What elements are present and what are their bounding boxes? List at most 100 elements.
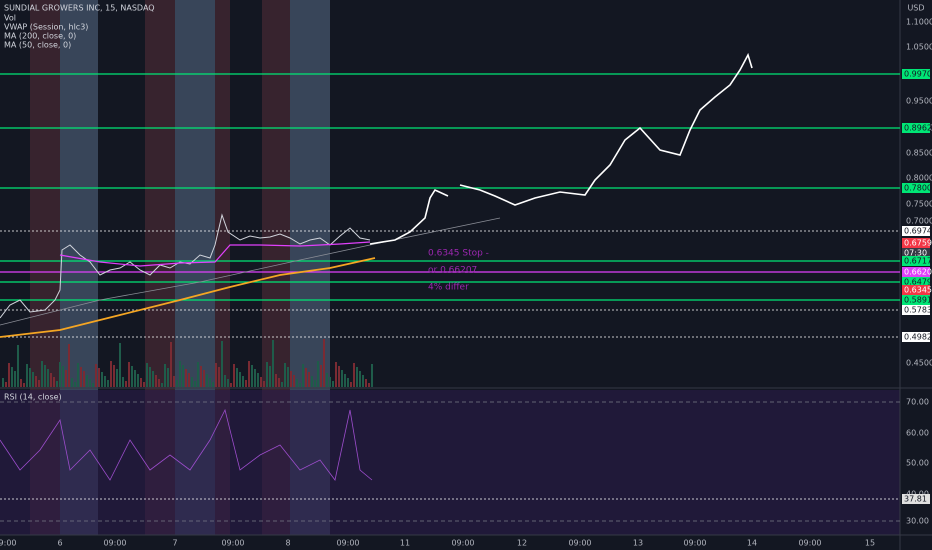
price-tick-label: 0.7000 bbox=[906, 217, 932, 226]
volume-bar bbox=[47, 369, 49, 387]
volume-bar bbox=[38, 380, 40, 387]
volume-bar bbox=[62, 366, 64, 387]
level-label-box bbox=[902, 248, 930, 258]
volume-bar bbox=[347, 378, 349, 387]
volume-bar bbox=[137, 374, 139, 387]
volume-bar bbox=[233, 364, 235, 387]
time-tick-label: 14 bbox=[747, 539, 757, 548]
time-tick-label: 09:00 bbox=[103, 539, 126, 548]
volume-bar bbox=[29, 368, 31, 387]
volume-bar bbox=[311, 376, 313, 387]
volume-bar bbox=[212, 382, 214, 387]
volume-bar bbox=[329, 377, 331, 387]
volume-bar bbox=[32, 372, 34, 387]
rsi-tick-label: 60.00 bbox=[906, 429, 929, 438]
volume-bar bbox=[227, 379, 229, 387]
volume-bar bbox=[17, 345, 19, 387]
volume-bar bbox=[53, 377, 55, 387]
time-tick-label: 09:00 bbox=[0, 539, 17, 548]
price-tick-label: 0.7500 bbox=[906, 200, 932, 209]
volume-bar bbox=[119, 343, 121, 387]
level-label-box bbox=[902, 305, 930, 315]
volume-bar bbox=[128, 362, 130, 387]
price-tick-label: 0.8000 bbox=[906, 174, 932, 183]
volume-bar bbox=[245, 380, 247, 387]
price-tick-label: 0.8500 bbox=[906, 149, 932, 158]
volume-bar bbox=[143, 382, 145, 387]
time-tick-label: 09:00 bbox=[798, 539, 821, 548]
level-label: 0.6479 bbox=[904, 278, 932, 287]
price-tick-label: 1.0500 bbox=[906, 43, 932, 52]
volume-bar bbox=[194, 381, 196, 387]
annotation: or 0.66207 bbox=[428, 266, 477, 276]
volume-bar bbox=[41, 361, 43, 387]
volume-bar bbox=[5, 382, 7, 387]
volume-bar bbox=[302, 364, 304, 387]
volume-bar bbox=[71, 378, 73, 387]
volume-bar bbox=[260, 377, 262, 387]
volume-bar bbox=[275, 374, 277, 387]
level-label-box bbox=[902, 285, 930, 295]
volume-bar bbox=[254, 369, 256, 387]
volume-bar bbox=[26, 364, 28, 387]
volume-bar bbox=[152, 371, 154, 387]
volume-bar bbox=[101, 372, 103, 387]
time-tick-label: 09:00 bbox=[568, 539, 591, 548]
volume-bar bbox=[320, 365, 322, 387]
volume-bar bbox=[200, 366, 202, 387]
volume-bar bbox=[116, 369, 118, 387]
volume-bar bbox=[95, 364, 97, 387]
volume-bar bbox=[122, 377, 124, 387]
volume-bar bbox=[86, 375, 88, 387]
time-tick-label: 15 bbox=[865, 539, 875, 548]
volume-bar bbox=[290, 371, 292, 387]
volume-bar bbox=[50, 373, 52, 387]
volume-bar bbox=[356, 367, 358, 387]
volume-bar bbox=[359, 371, 361, 387]
level-label-box bbox=[902, 295, 930, 305]
volume-bar bbox=[224, 375, 226, 387]
volume-bar bbox=[98, 368, 100, 387]
level-label: 0.8962 bbox=[904, 124, 932, 133]
price-tick-label: 1.1000 bbox=[906, 18, 932, 27]
rsi-line bbox=[0, 408, 373, 481]
time-tick-label: 09:00 bbox=[221, 539, 244, 548]
rsi-pane bbox=[0, 390, 900, 535]
volume-bar bbox=[269, 366, 271, 387]
volume-bar bbox=[104, 376, 106, 387]
volume-bar bbox=[176, 380, 178, 387]
level-label: 0.6717 bbox=[904, 257, 932, 266]
volume-bar bbox=[308, 372, 310, 387]
volume-bar bbox=[278, 378, 280, 387]
volume-bar bbox=[365, 379, 367, 387]
volume-bar bbox=[110, 361, 112, 387]
volume-bar bbox=[230, 383, 232, 387]
volume-bar bbox=[350, 382, 352, 387]
time-tick-label: 12 bbox=[517, 539, 527, 548]
volume-bar bbox=[305, 368, 307, 387]
volume-bar bbox=[362, 375, 364, 387]
volume-bar bbox=[272, 340, 274, 387]
volume-bar bbox=[185, 369, 187, 387]
volume-bar bbox=[158, 379, 160, 387]
volume-bar bbox=[20, 379, 22, 387]
volume-bar bbox=[179, 361, 181, 387]
level-label: 0.6620 bbox=[904, 268, 932, 277]
level-label-box bbox=[902, 332, 930, 342]
volume-bar bbox=[2, 378, 4, 387]
price-tick-label: 0.4500 bbox=[906, 359, 932, 368]
volume-bar bbox=[314, 380, 316, 387]
volume-bar bbox=[203, 370, 205, 387]
volume-bar bbox=[155, 375, 157, 387]
volume-bar bbox=[59, 362, 61, 387]
volume-bar bbox=[182, 365, 184, 387]
volume-bar bbox=[248, 361, 250, 387]
volume-bar bbox=[11, 367, 13, 387]
volume-bar bbox=[23, 383, 25, 387]
price-tick-label: 0.9500 bbox=[906, 97, 932, 106]
level-label: 0.6345 bbox=[904, 286, 932, 295]
volume-bar bbox=[80, 367, 82, 387]
volume-bar bbox=[113, 365, 115, 387]
ma200-line bbox=[0, 257, 376, 338]
volume-bar bbox=[299, 383, 301, 387]
